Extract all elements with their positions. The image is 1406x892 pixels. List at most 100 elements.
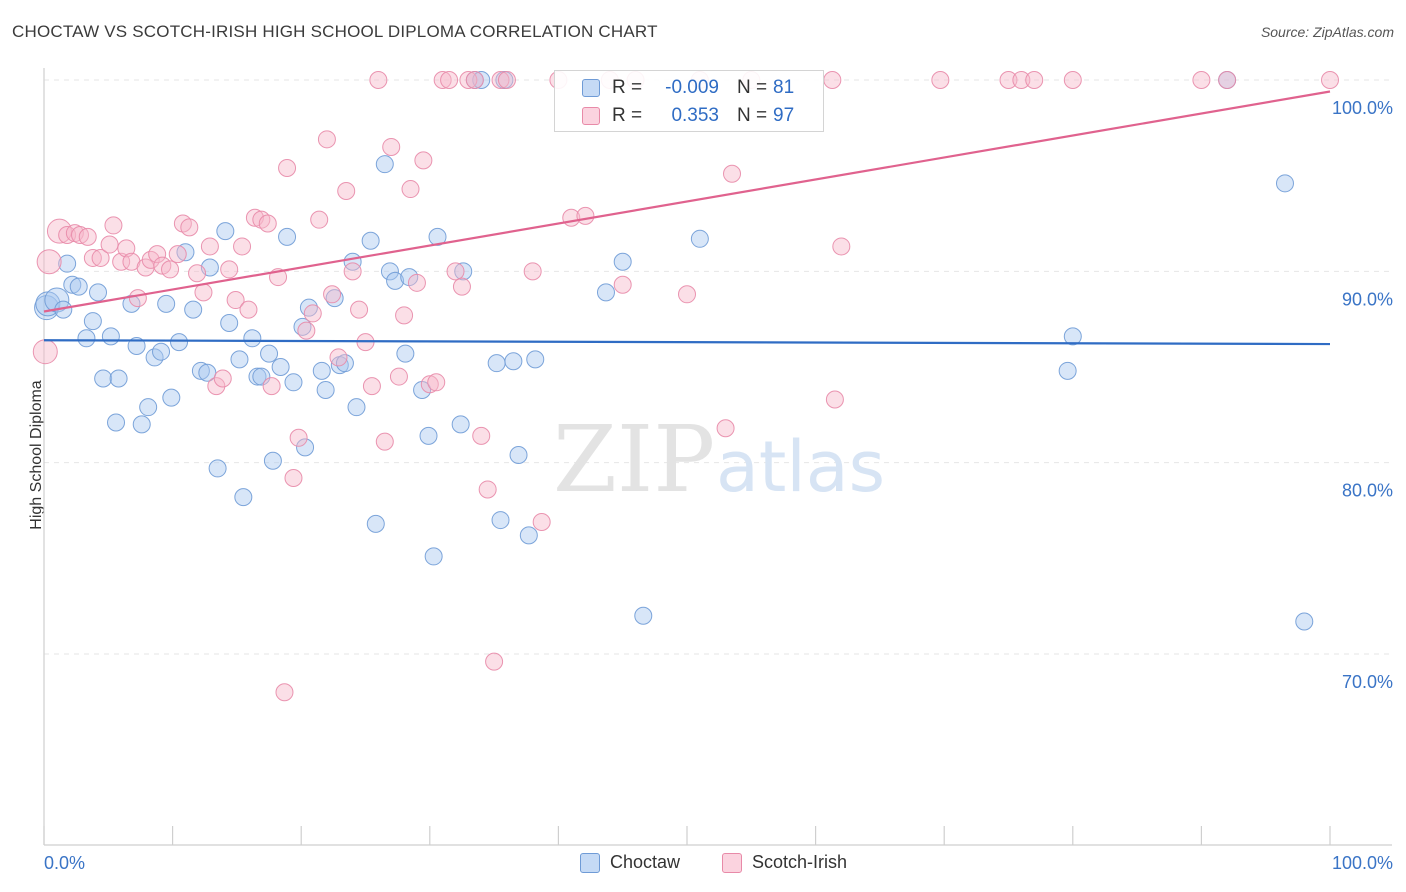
scotch-irish-point <box>407 273 426 292</box>
choctaw-point <box>634 606 653 625</box>
choctaw-point <box>216 222 235 241</box>
scotch-irish-point <box>329 348 348 367</box>
choctaw-point <box>1058 361 1077 380</box>
scotch-irish-point <box>104 216 123 235</box>
choctaw-point <box>139 398 158 417</box>
choctaw-point <box>424 547 443 566</box>
scotch-irish-point <box>317 130 336 149</box>
scotch-irish-point <box>382 137 401 156</box>
scotch-irish-point <box>825 390 844 409</box>
choctaw-point <box>451 415 470 434</box>
choctaw-point <box>284 373 303 392</box>
choctaw-point <box>170 333 189 352</box>
stats-row-choctaw: R = -0.009 N = 81 <box>555 74 823 102</box>
scotch-irish-point <box>678 285 696 304</box>
scotch-irish-point <box>472 426 491 445</box>
scotch-irish-point <box>931 71 950 89</box>
scotch-irish-point <box>576 206 595 225</box>
scotch-irish-point <box>258 214 277 233</box>
legend-label-choctaw: Choctaw <box>610 852 681 872</box>
scotch-irish-swatch <box>582 107 600 125</box>
choctaw-point <box>380 262 399 281</box>
scotch-irish-point <box>32 339 58 365</box>
choctaw-point <box>157 294 176 313</box>
scotch-irish-point <box>284 468 303 487</box>
axes <box>43 68 1392 846</box>
scotch-irish-point <box>446 262 465 281</box>
choctaw-point <box>89 283 108 302</box>
choctaw-point <box>271 358 290 376</box>
watermark-zip: ZIP <box>553 406 715 513</box>
choctaw-point <box>127 336 146 355</box>
scotch-irish-point <box>303 304 322 323</box>
scotch-irish-point <box>532 512 551 531</box>
choctaw-point <box>419 426 438 445</box>
x-tick-label: 100.0% <box>1332 853 1393 873</box>
choctaw-point <box>109 369 128 388</box>
choctaw-point <box>375 155 394 174</box>
choctaw-point <box>361 231 380 250</box>
choctaw-point <box>191 361 210 380</box>
choctaw-point <box>396 344 415 363</box>
stats-legend: R = -0.009 N = 81 R = 0.353 N = 97 <box>554 70 824 132</box>
tick-labels: 70.0% 80.0% 90.0% 100.0% 0.0% 100.0% <box>44 98 1393 873</box>
choctaw-point <box>504 352 523 371</box>
scotch-irish-point <box>613 275 632 294</box>
choctaw-point <box>260 344 279 363</box>
scotch-irish-point <box>433 71 452 89</box>
scotch-irish-point <box>297 321 316 340</box>
scotch-irish-point <box>1218 71 1237 89</box>
scotch-irish-point <box>323 285 342 304</box>
choctaw-point <box>220 313 239 332</box>
scotch-irish-point <box>1025 71 1044 89</box>
scotch-irish-point <box>401 180 420 199</box>
stats-row-scotch-irish: R = 0.353 N = 97 <box>555 102 823 130</box>
choctaw-point <box>428 227 447 246</box>
scotch-irish-point <box>1063 71 1082 89</box>
scotch-irish-point <box>275 683 294 702</box>
source-label: Source: ZipAtlas.com <box>1260 24 1394 40</box>
scotch-irish-point <box>491 71 510 89</box>
scotch-irish-point <box>823 71 842 89</box>
choctaw-point <box>386 271 405 290</box>
scotch-irish-point <box>180 218 199 237</box>
scotch-irish-point <box>440 71 459 89</box>
scotch-irish-point <box>459 71 478 89</box>
choctaw-point <box>312 361 331 380</box>
r-value: -0.009 <box>665 77 719 98</box>
scotch-irish-point <box>91 248 110 267</box>
legend-item-scotch-irish[interactable]: Scotch-Irish <box>722 852 847 873</box>
scotch-irish-point <box>1192 71 1211 89</box>
scotch-irish-point <box>343 262 362 281</box>
scotch-irish-point <box>369 71 388 89</box>
choctaw-point <box>278 227 297 246</box>
choctaw-point <box>198 363 217 382</box>
scotch-irish-point <box>161 260 180 279</box>
scotch-irish-point <box>262 377 281 396</box>
choctaw-point <box>491 511 510 530</box>
choctaw-legend-swatch <box>580 852 600 873</box>
choctaw-point <box>132 415 151 434</box>
scotch-irish-point <box>716 419 735 438</box>
choctaw-point <box>184 300 203 319</box>
choctaw-point <box>1275 174 1294 193</box>
choctaw-point <box>243 329 262 348</box>
y-tick-label: 100.0% <box>1332 98 1393 118</box>
scotch-irish-point <box>478 480 497 499</box>
legend-item-choctaw[interactable]: Choctaw <box>580 852 680 873</box>
choctaw-point <box>526 350 545 369</box>
choctaw-point <box>509 446 528 465</box>
choctaw-point <box>248 367 267 386</box>
scotch-irish-point <box>213 369 232 388</box>
scotch-irish-point <box>278 159 297 178</box>
choctaw-point <box>316 380 335 399</box>
choctaw-point <box>230 350 249 369</box>
choctaw-point <box>83 312 102 331</box>
choctaw-point <box>690 229 709 248</box>
scotch-irish-point <box>128 289 147 308</box>
choctaw-point <box>176 243 195 262</box>
choctaw-point <box>263 451 282 470</box>
n-label: N = <box>737 77 768 98</box>
y-tick-label: 80.0% <box>1342 481 1393 501</box>
